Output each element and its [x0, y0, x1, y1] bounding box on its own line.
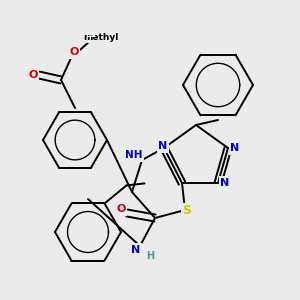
- Text: NH: NH: [125, 150, 143, 160]
- Text: methyl: methyl: [88, 34, 94, 36]
- Text: O: O: [28, 70, 38, 80]
- Text: N: N: [158, 141, 168, 151]
- Text: H: H: [146, 251, 154, 261]
- Text: methyl: methyl: [83, 32, 119, 41]
- Text: O: O: [69, 47, 79, 57]
- Text: N: N: [230, 143, 240, 153]
- Text: N: N: [131, 245, 141, 255]
- Text: S: S: [182, 205, 191, 218]
- Text: O: O: [116, 204, 126, 214]
- Text: N: N: [220, 178, 230, 188]
